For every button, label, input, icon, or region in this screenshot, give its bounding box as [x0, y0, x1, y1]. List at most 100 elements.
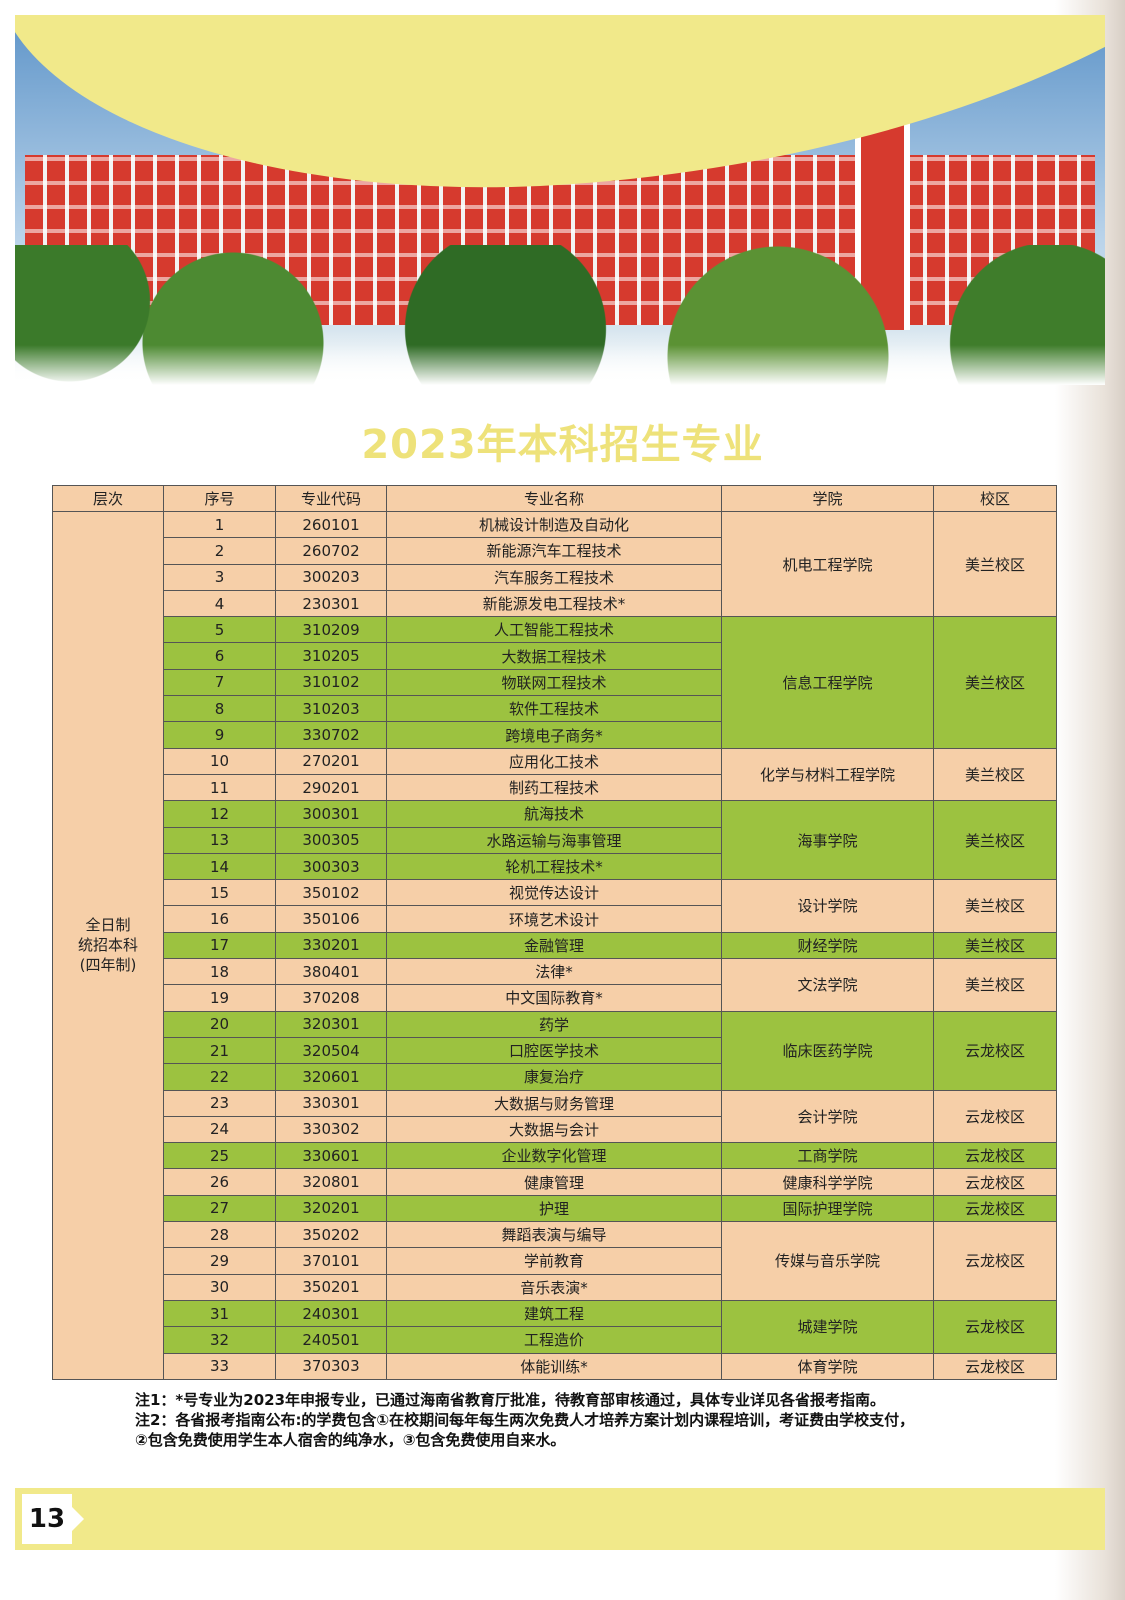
major-cell: 新能源发电工程技术*	[386, 589, 722, 618]
code-cell: 350102	[275, 879, 387, 907]
major-cell: 体能训练*	[386, 1352, 722, 1380]
seq-cell: 19	[163, 984, 276, 1012]
code-cell: 300303	[275, 852, 387, 881]
college-cell: 设计学院	[721, 879, 934, 933]
code-cell: 330302	[275, 1115, 387, 1144]
major-cell: 法律*	[386, 958, 722, 986]
major-cell: 轮机工程技术*	[386, 852, 722, 881]
seq-cell: 27	[163, 1194, 276, 1223]
code-cell: 290201	[275, 773, 387, 802]
college-cell: 临床医药学院	[721, 1010, 934, 1091]
campus-cell: 云龙校区	[933, 1194, 1057, 1223]
college-cell: 城建学院	[721, 1299, 934, 1354]
table-row: 全日制 统招本科 (四年制) 1 260101 机械设计制造及自动化 机电工程学院 美兰校…	[52, 510, 1057, 1380]
table-row: 20 320301 药学 临床医药学院 云龙校区	[53, 1010, 1057, 1091]
code-cell: 330201	[275, 931, 387, 960]
table-row: 11 290201 制药工程技术	[53, 773, 1057, 802]
campus-cell: 美兰校区	[933, 800, 1057, 881]
seq-cell: 15	[163, 879, 276, 907]
major-cell: 药学	[386, 1010, 722, 1038]
seq-cell: 10	[163, 747, 276, 775]
seq-cell: 2	[163, 537, 276, 565]
seq-cell: 23	[163, 1089, 276, 1117]
major-cell: 金融管理	[386, 931, 722, 960]
code-cell: 240301	[275, 1299, 387, 1328]
major-cell: 应用化工技术	[386, 747, 722, 775]
table-row: 17 330201 金融管理 财经学院 美兰校区	[53, 931, 1057, 960]
table-row: 15 350102 视觉传达设计 设计学院 美兰校区	[53, 879, 1057, 933]
seq-cell: 21	[163, 1036, 276, 1065]
college-cell: 体育学院	[721, 1352, 934, 1380]
footer-band	[15, 1488, 1105, 1550]
code-cell: 370208	[275, 984, 387, 1012]
table-row: 3 300203 汽车服务工程技术	[53, 563, 1057, 591]
table-row: 27 320201 护理 国际护理学院 云龙校区	[53, 1194, 1057, 1223]
table-row: 24 330302 大数据与会计	[53, 1115, 1057, 1144]
page-title: 2023年本科招生专业	[361, 422, 764, 468]
note-2: 注2：各省报考指南公布:的学费包含①在校期间每年每生两次免费人才培养方案计划内课…	[135, 1411, 915, 1429]
major-cell: 制药工程技术	[386, 773, 722, 802]
code-cell: 320504	[275, 1036, 387, 1065]
notes: 注1：*号专业为2023年申报专业，已通过海南省教育厅批准，待教育部审核通过，具…	[135, 1390, 914, 1450]
major-cell: 学前教育	[386, 1247, 722, 1275]
college-cell: 信息工程学院	[721, 616, 934, 749]
code-cell: 350106	[275, 905, 387, 933]
major-cell: 人工智能工程技术	[386, 616, 722, 644]
college-cell: 国际护理学院	[721, 1194, 934, 1223]
table-row: 4 230301 新能源发电工程技术*	[53, 589, 1057, 618]
table-row: 7 310102 物联网工程技术	[53, 668, 1057, 697]
column-header: 序号	[163, 485, 276, 512]
table-row: 6 310205 大数据工程技术	[53, 642, 1057, 670]
code-cell: 310203	[275, 695, 387, 723]
seq-cell: 33	[163, 1352, 276, 1380]
seq-cell: 31	[163, 1299, 276, 1328]
campus-cell: 美兰校区	[933, 616, 1057, 749]
code-cell: 300203	[275, 563, 387, 591]
page-number: 13	[22, 1494, 84, 1544]
table-row: 12 300301 航海技术 海事学院 美兰校区	[53, 800, 1057, 881]
seq-cell: 14	[163, 852, 276, 881]
seq-cell: 20	[163, 1010, 276, 1038]
table-row: 25 330601 企业数字化管理 工商学院 云龙校区	[53, 1142, 1057, 1170]
code-cell: 310209	[275, 616, 387, 644]
campus-cell: 云龙校区	[933, 1142, 1057, 1170]
seq-cell: 32	[163, 1326, 276, 1354]
seq-cell: 18	[163, 958, 276, 986]
code-cell: 300305	[275, 826, 387, 854]
seq-cell: 11	[163, 773, 276, 802]
seq-cell: 7	[163, 668, 276, 697]
college-cell: 会计学院	[721, 1089, 934, 1144]
major-cell: 大数据工程技术	[386, 642, 722, 670]
campus-cell: 云龙校区	[933, 1010, 1057, 1091]
code-cell: 320301	[275, 1010, 387, 1038]
table-row: 33 370303 体能训练* 体育学院 云龙校区	[53, 1352, 1057, 1380]
campus-cell: 美兰校区	[933, 958, 1057, 1012]
table-row: 30 350201 音乐表演*	[53, 1273, 1057, 1301]
major-cell: 企业数字化管理	[386, 1142, 722, 1170]
code-cell: 380401	[275, 958, 387, 986]
major-cell: 口腔医学技术	[386, 1036, 722, 1065]
college-cell: 文法学院	[721, 958, 934, 1012]
campus-cell: 云龙校区	[933, 1299, 1057, 1354]
table-row: 28 350202 舞蹈表演与编导 传媒与音乐学院 云龙校区	[53, 1221, 1057, 1301]
campus-cell: 美兰校区	[933, 931, 1057, 960]
major-cell: 康复治疗	[386, 1063, 722, 1091]
campus-cell: 云龙校区	[933, 1221, 1057, 1301]
code-cell: 310205	[275, 642, 387, 670]
code-cell: 320201	[275, 1194, 387, 1223]
college-cell: 机电工程学院	[721, 510, 934, 618]
major-cell: 护理	[386, 1194, 722, 1223]
seq-cell: 5	[163, 616, 276, 644]
table-row: 10 270201 应用化工技术 化学与材料工程学院 美兰校区	[53, 747, 1057, 802]
column-header: 学院	[721, 485, 934, 512]
code-cell: 310102	[275, 668, 387, 697]
campus-photo	[15, 15, 1105, 385]
table-row: 29 370101 学前教育	[53, 1247, 1057, 1275]
college-cell: 化学与材料工程学院	[721, 747, 934, 802]
seq-cell: 29	[163, 1247, 276, 1275]
column-header: 专业名称	[386, 485, 722, 512]
seq-cell: 24	[163, 1115, 276, 1144]
major-cell: 汽车服务工程技术	[386, 563, 722, 591]
table-row: 5 310209 人工智能工程技术 信息工程学院 美兰校区	[53, 616, 1057, 749]
major-cell: 舞蹈表演与编导	[386, 1221, 722, 1249]
